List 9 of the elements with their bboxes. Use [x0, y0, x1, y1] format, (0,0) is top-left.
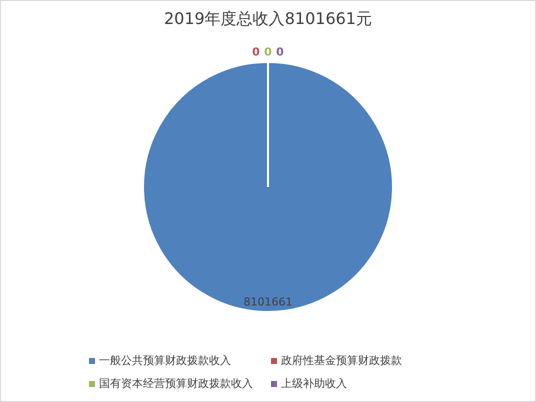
text: 0 [264, 46, 272, 58]
data-label: 8101661 [244, 296, 292, 308]
legend-label: 国有资本经营预算财政拨款收入 [99, 376, 253, 391]
legend-label: 一般公共预算财政拨款收入 [99, 353, 231, 368]
chart-title: 2019年度总收入8101661元 [163, 9, 373, 30]
text: 0 [276, 46, 284, 58]
legend-label: 上级补助收入 [281, 376, 347, 391]
text: 0 [252, 46, 260, 58]
legend-label: 政府性基金预算财政拨款 [281, 353, 402, 368]
